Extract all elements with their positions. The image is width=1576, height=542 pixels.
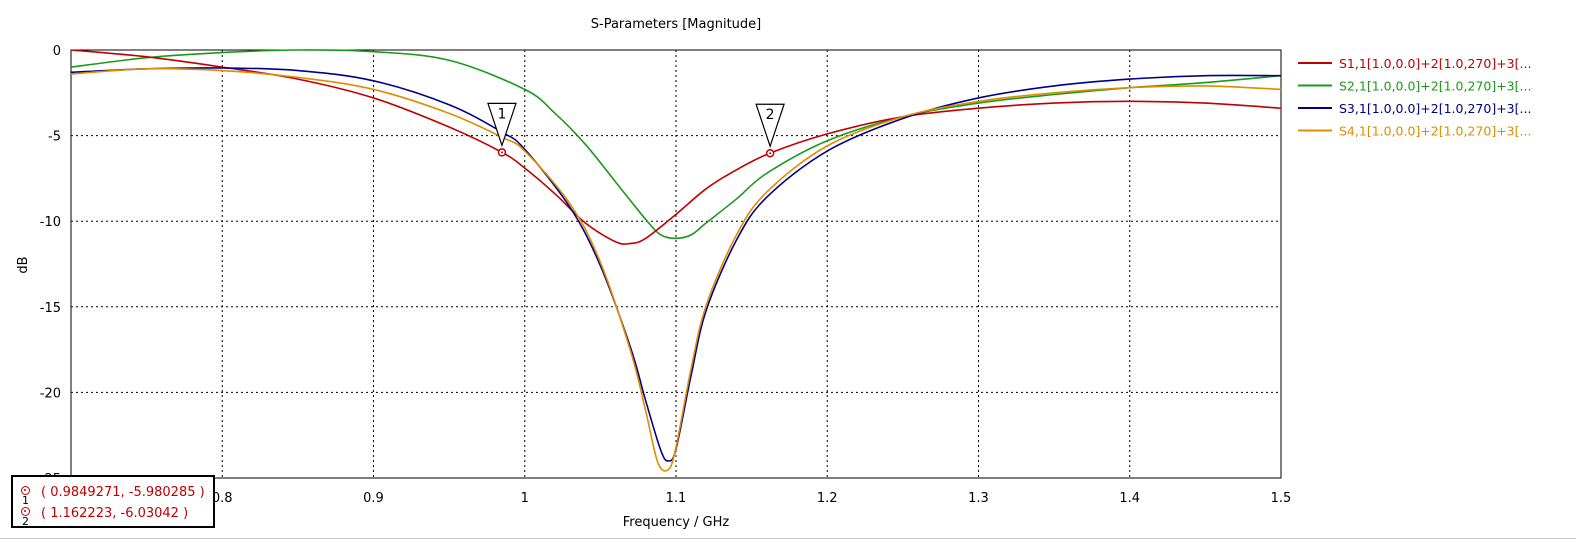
grid-lines [71, 50, 1281, 478]
series-line-3 [70, 67, 1282, 462]
legend-label: S2,1[1.0,0.0]+2[1.0,270]+3[... [1339, 79, 1531, 94]
marker-readout-id: 2 [22, 515, 29, 528]
y-axis-label: dB [16, 256, 31, 273]
y-tick-label: -5 [48, 130, 61, 145]
marker-readout-value: ( 1.162223, -6.03042 ) [41, 506, 189, 521]
x-tick-label: 1.4 [1119, 491, 1140, 506]
marker-circle-icon [21, 486, 30, 495]
plot-area [70, 49, 1282, 479]
marker-flag [755, 103, 785, 149]
x-tick-label: 0.9 [363, 491, 384, 506]
series-line-1 [70, 49, 1282, 245]
legend: S1,1[1.0,0.0]+2[1.0,270]+3[... S2,1[1.0,0… [1298, 56, 1531, 139]
legend-label: S4,1[1.0,0.0]+2[1.0,270]+3[... [1339, 124, 1531, 139]
x-tick-label: 1 [521, 491, 529, 506]
y-tick-label: 0 [53, 44, 61, 59]
series-line-2 [70, 49, 1282, 240]
x-tick-label: 0.8 [212, 491, 233, 506]
marker-readout-value: ( 0.9849271, -5.980285 ) [41, 485, 205, 500]
marker-label: 2 [766, 107, 775, 123]
y-tick-label: -10 [40, 215, 61, 230]
x-tick-label: 1.5 [1271, 491, 1292, 506]
marker-readout-row: 1 ( 0.9849271, -5.980285 ) [19, 483, 213, 507]
window-bottom-border [0, 538, 1576, 539]
y-axis-ticks: 0-5-10-15-20-25 [40, 44, 61, 487]
x-axis-ticks: 0.8 0.9 1 1.1 1.2 1.3 1.4 1.5 [212, 491, 1291, 506]
marker-flag [487, 102, 517, 148]
y-tick-label: -15 [40, 301, 61, 316]
chart-title: S-Parameters [Magnitude] [591, 17, 762, 32]
marker-label: 1 [497, 106, 506, 122]
legend-label: S1,1[1.0,0.0]+2[1.0,270]+3[... [1339, 56, 1531, 71]
x-tick-label: 1.3 [968, 491, 989, 506]
marker-circle-icon [21, 507, 30, 516]
series-line-4 [70, 67, 1282, 472]
x-tick-label: 1.1 [666, 491, 687, 506]
marker-readout-id: 1 [22, 494, 29, 507]
x-tick-label: 1.2 [817, 491, 838, 506]
marker-readout-row: 2 ( 1.162223, -6.03042 ) [19, 504, 213, 528]
marker-readout-box: 1 ( 0.9849271, -5.980285 ) 2 ( 1.162223,… [11, 475, 215, 528]
y-tick-label: -20 [40, 386, 61, 401]
x-axis-label: Frequency / GHz [623, 515, 730, 530]
marker-point-center [769, 152, 772, 155]
series-lines [70, 49, 1282, 472]
legend-label: S3,1[1.0,0.0]+2[1.0,270]+3[... [1339, 101, 1531, 116]
marker-point-center [500, 151, 503, 154]
